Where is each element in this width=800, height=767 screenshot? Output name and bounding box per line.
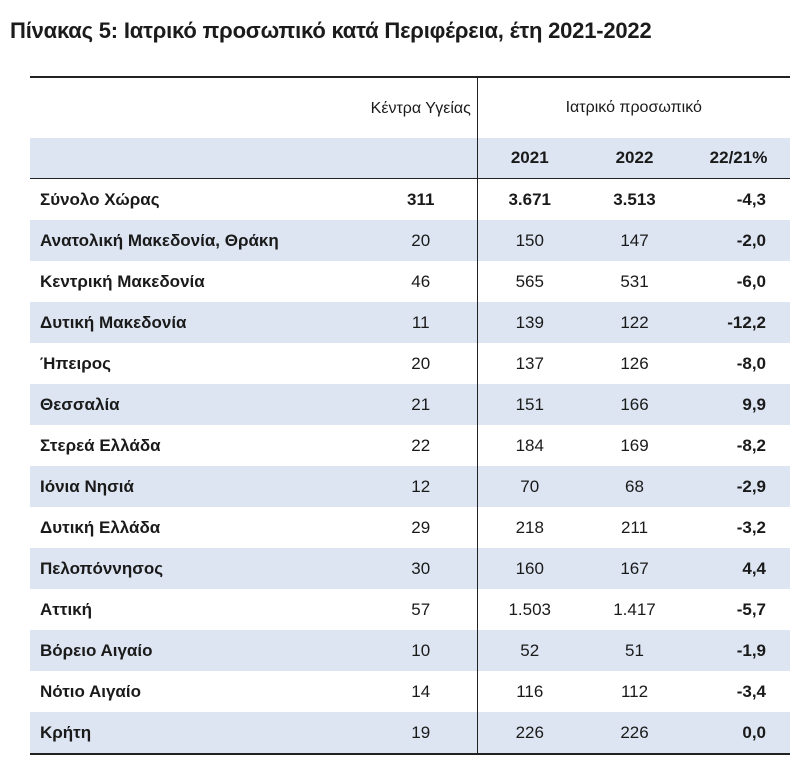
table-row: Ιόνια Νησιά 12 70 68 -2,9 bbox=[30, 466, 790, 507]
region-cell: Κρήτη bbox=[30, 712, 365, 755]
change-percent-cell: -6,0 bbox=[687, 261, 790, 302]
change-percent-cell: -4,3 bbox=[687, 178, 790, 220]
change-percent-cell: -3,2 bbox=[687, 507, 790, 548]
health-centers-cell: 12 bbox=[365, 466, 477, 507]
change-percent-cell: -3,4 bbox=[687, 671, 790, 712]
table-row: Ανατολική Μακεδονία, Θράκη 20 150 147 -2,0 bbox=[30, 220, 790, 261]
staff-2022-cell: 3.513 bbox=[582, 178, 687, 220]
region-cell: Αττική bbox=[30, 589, 365, 630]
staff-2021-cell: 160 bbox=[476, 548, 582, 589]
health-centers-cell: 14 bbox=[365, 671, 477, 712]
staff-2022-cell: 166 bbox=[582, 384, 687, 425]
change-percent-cell: -8,0 bbox=[687, 343, 790, 384]
health-centers-cell: 20 bbox=[365, 220, 477, 261]
table-title: Πίνακας 5: Ιατρικό προσωπικό κατά Περιφέ… bbox=[10, 18, 652, 43]
health-centers-cell: 11 bbox=[365, 302, 477, 343]
table-container: Κέντρα Υγείας Ιατρικό προσωπικό 2021 202… bbox=[30, 76, 790, 755]
change-percent-cell: -2,9 bbox=[687, 466, 790, 507]
header-row-years: 2021 2022 22/21% bbox=[30, 138, 790, 179]
staff-2022-cell: 531 bbox=[582, 261, 687, 302]
change-percent-cell: 4,4 bbox=[687, 548, 790, 589]
region-cell: Ιόνια Νησιά bbox=[30, 466, 365, 507]
change-percent-cell: -1,9 bbox=[687, 630, 790, 671]
header-region-blank bbox=[30, 76, 365, 138]
region-cell: Νότιο Αιγαίο bbox=[30, 671, 365, 712]
header-row-top: Κέντρα Υγείας Ιατρικό προσωπικό bbox=[30, 76, 790, 138]
table-body: Σύνολο Χώρας 311 3.671 3.513 -4,3 Ανατολική Μ… bbox=[30, 178, 790, 755]
medical-staff-table: Κέντρα Υγείας Ιατρικό προσωπικό 2021 202… bbox=[30, 76, 790, 755]
staff-2021-cell: 139 bbox=[476, 302, 582, 343]
staff-2021-cell: 150 bbox=[476, 220, 582, 261]
health-centers-cell: 57 bbox=[365, 589, 477, 630]
header-year-2022: 2022 bbox=[582, 138, 687, 179]
region-cell: Κεντρική Μακεδονία bbox=[30, 261, 365, 302]
region-cell: Ήπειρος bbox=[30, 343, 365, 384]
region-cell: Θεσσαλία bbox=[30, 384, 365, 425]
staff-2021-cell: 218 bbox=[476, 507, 582, 548]
table-row: Δυτική Μακεδονία 11 139 122 -12,2 bbox=[30, 302, 790, 343]
table-row: Νότιο Αιγαίο 14 116 112 -3,4 bbox=[30, 671, 790, 712]
table-row: Δυτική Ελλάδα 29 218 211 -3,2 bbox=[30, 507, 790, 548]
health-centers-cell: 21 bbox=[365, 384, 477, 425]
health-centers-cell: 30 bbox=[365, 548, 477, 589]
change-percent-cell: -12,2 bbox=[687, 302, 790, 343]
staff-2021-cell: 70 bbox=[476, 466, 582, 507]
health-centers-cell: 22 bbox=[365, 425, 477, 466]
region-cell: Δυτική Μακεδονία bbox=[30, 302, 365, 343]
staff-2022-cell: 1.417 bbox=[582, 589, 687, 630]
region-cell: Πελοπόννησος bbox=[30, 548, 365, 589]
region-cell: Βόρειο Αιγαίο bbox=[30, 630, 365, 671]
header-centers-blank bbox=[365, 138, 477, 179]
staff-2022-cell: 147 bbox=[582, 220, 687, 261]
staff-2022-cell: 122 bbox=[582, 302, 687, 343]
health-centers-cell: 19 bbox=[365, 712, 477, 755]
table-row: Ήπειρος 20 137 126 -8,0 bbox=[30, 343, 790, 384]
table-row: Θεσσαλία 21 151 166 9,9 bbox=[30, 384, 790, 425]
table-row: Βόρειο Αιγαίο 10 52 51 -1,9 bbox=[30, 630, 790, 671]
staff-2021-cell: 137 bbox=[476, 343, 582, 384]
change-percent-cell: -8,2 bbox=[687, 425, 790, 466]
staff-2022-cell: 51 bbox=[582, 630, 687, 671]
staff-2021-cell: 3.671 bbox=[476, 178, 582, 220]
region-cell: Σύνολο Χώρας bbox=[30, 178, 365, 220]
staff-2021-cell: 565 bbox=[476, 261, 582, 302]
staff-2022-cell: 169 bbox=[582, 425, 687, 466]
staff-2021-cell: 116 bbox=[476, 671, 582, 712]
change-percent-cell: 9,9 bbox=[687, 384, 790, 425]
staff-2022-cell: 226 bbox=[582, 712, 687, 755]
table-row: Αττική 57 1.503 1.417 -5,7 bbox=[30, 589, 790, 630]
staff-2022-cell: 167 bbox=[582, 548, 687, 589]
health-centers-cell: 10 bbox=[365, 630, 477, 671]
header-year-2021: 2021 bbox=[476, 138, 582, 179]
staff-2021-cell: 226 bbox=[476, 712, 582, 755]
change-percent-cell: 0,0 bbox=[687, 712, 790, 755]
health-centers-cell: 20 bbox=[365, 343, 477, 384]
header-change: 22/21% bbox=[687, 138, 790, 179]
table-row: Κρήτη 19 226 226 0,0 bbox=[30, 712, 790, 755]
table-row: Πελοπόννησος 30 160 167 4,4 bbox=[30, 548, 790, 589]
header-health-centers: Κέντρα Υγείας bbox=[365, 76, 477, 138]
change-percent-cell: -5,7 bbox=[687, 589, 790, 630]
region-cell: Στερεά Ελλάδα bbox=[30, 425, 365, 466]
staff-2021-cell: 1.503 bbox=[476, 589, 582, 630]
change-percent-cell: -2,0 bbox=[687, 220, 790, 261]
staff-2022-cell: 126 bbox=[582, 343, 687, 384]
table-row: Κεντρική Μακεδονία 46 565 531 -6,0 bbox=[30, 261, 790, 302]
header-medical-staff: Ιατρικό προσωπικό bbox=[476, 76, 790, 138]
region-cell: Ανατολική Μακεδονία, Θράκη bbox=[30, 220, 365, 261]
table-row: Στερεά Ελλάδα 22 184 169 -8,2 bbox=[30, 425, 790, 466]
health-centers-cell: 311 bbox=[365, 178, 477, 220]
staff-2022-cell: 112 bbox=[582, 671, 687, 712]
staff-2021-cell: 151 bbox=[476, 384, 582, 425]
table-row: Σύνολο Χώρας 311 3.671 3.513 -4,3 bbox=[30, 178, 790, 220]
health-centers-cell: 29 bbox=[365, 507, 477, 548]
region-cell: Δυτική Ελλάδα bbox=[30, 507, 365, 548]
health-centers-cell: 46 bbox=[365, 261, 477, 302]
staff-2021-cell: 184 bbox=[476, 425, 582, 466]
header-region-blank-2 bbox=[30, 138, 365, 179]
staff-2022-cell: 211 bbox=[582, 507, 687, 548]
staff-2021-cell: 52 bbox=[476, 630, 582, 671]
staff-2022-cell: 68 bbox=[582, 466, 687, 507]
